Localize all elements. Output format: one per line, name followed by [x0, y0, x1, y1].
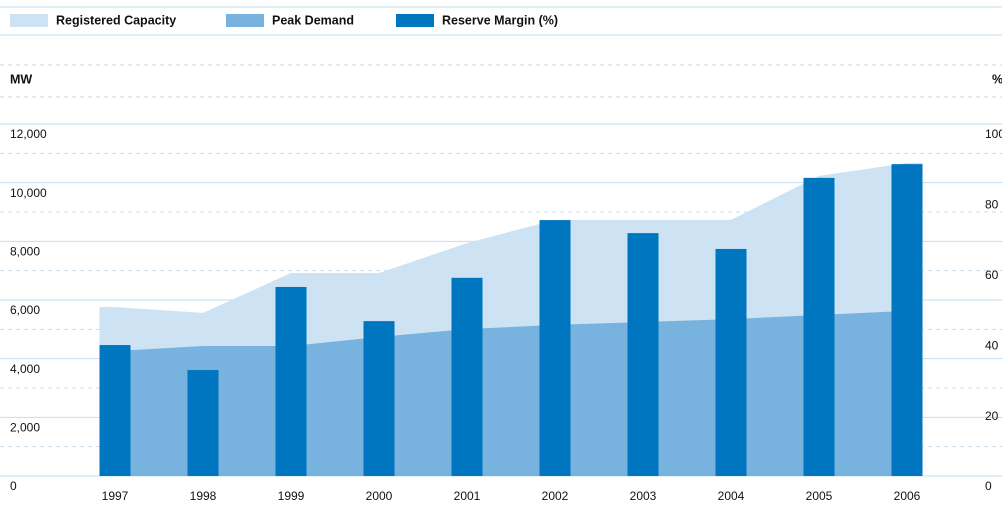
y2-axis-label: % — [992, 72, 1002, 86]
legend-swatch — [226, 14, 264, 27]
y-axis-label: MW — [10, 72, 32, 86]
y-tick-label: 8,000 — [10, 245, 40, 259]
x-tick-label: 1997 — [102, 489, 129, 503]
bar — [539, 220, 571, 476]
x-tick-label: 2005 — [806, 489, 833, 503]
x-tick-label: 2002 — [542, 489, 569, 503]
y2-tick-label: 60 — [985, 268, 999, 282]
bar — [715, 248, 747, 476]
legend-label: Registered Capacity — [56, 13, 176, 27]
bar — [891, 164, 923, 477]
bar — [363, 321, 395, 476]
legend-swatch — [396, 14, 434, 27]
y-tick-label: 2,000 — [10, 421, 40, 435]
bar — [451, 277, 483, 476]
bar — [99, 345, 131, 476]
bar — [803, 177, 835, 476]
y-tick-label: 10,000 — [10, 186, 47, 200]
x-tick-label: 2000 — [366, 489, 393, 503]
bar — [187, 370, 219, 476]
legend-label: Peak Demand — [272, 13, 354, 27]
x-tick-label: 1999 — [278, 489, 305, 503]
x-tick-label: 1998 — [190, 489, 217, 503]
legend-label: Reserve Margin (%) — [442, 13, 558, 27]
bar — [275, 286, 307, 476]
y2-tick-label: 20 — [985, 409, 999, 423]
legend: Registered Capacity Peak Demand Reserve Ma… — [10, 13, 558, 27]
y2-tick-label: 80 — [985, 198, 999, 212]
y-tick-label: 4,000 — [10, 362, 40, 376]
bar — [627, 233, 659, 476]
legend-swatch — [10, 14, 48, 27]
y-tick-label: 12,000 — [10, 127, 47, 141]
y-tick-label: 0 — [10, 479, 17, 493]
x-tick-label: 2003 — [630, 489, 657, 503]
x-tick-label: 2006 — [894, 489, 921, 503]
y2-tick-label: 0 — [985, 479, 992, 493]
x-tick-label: 2004 — [718, 489, 745, 503]
y2-tick-label: 40 — [985, 338, 999, 352]
y2-tick-label: 100 — [985, 127, 1002, 141]
x-tick-label: 2001 — [454, 489, 481, 503]
y-tick-label: 6,000 — [10, 303, 40, 317]
